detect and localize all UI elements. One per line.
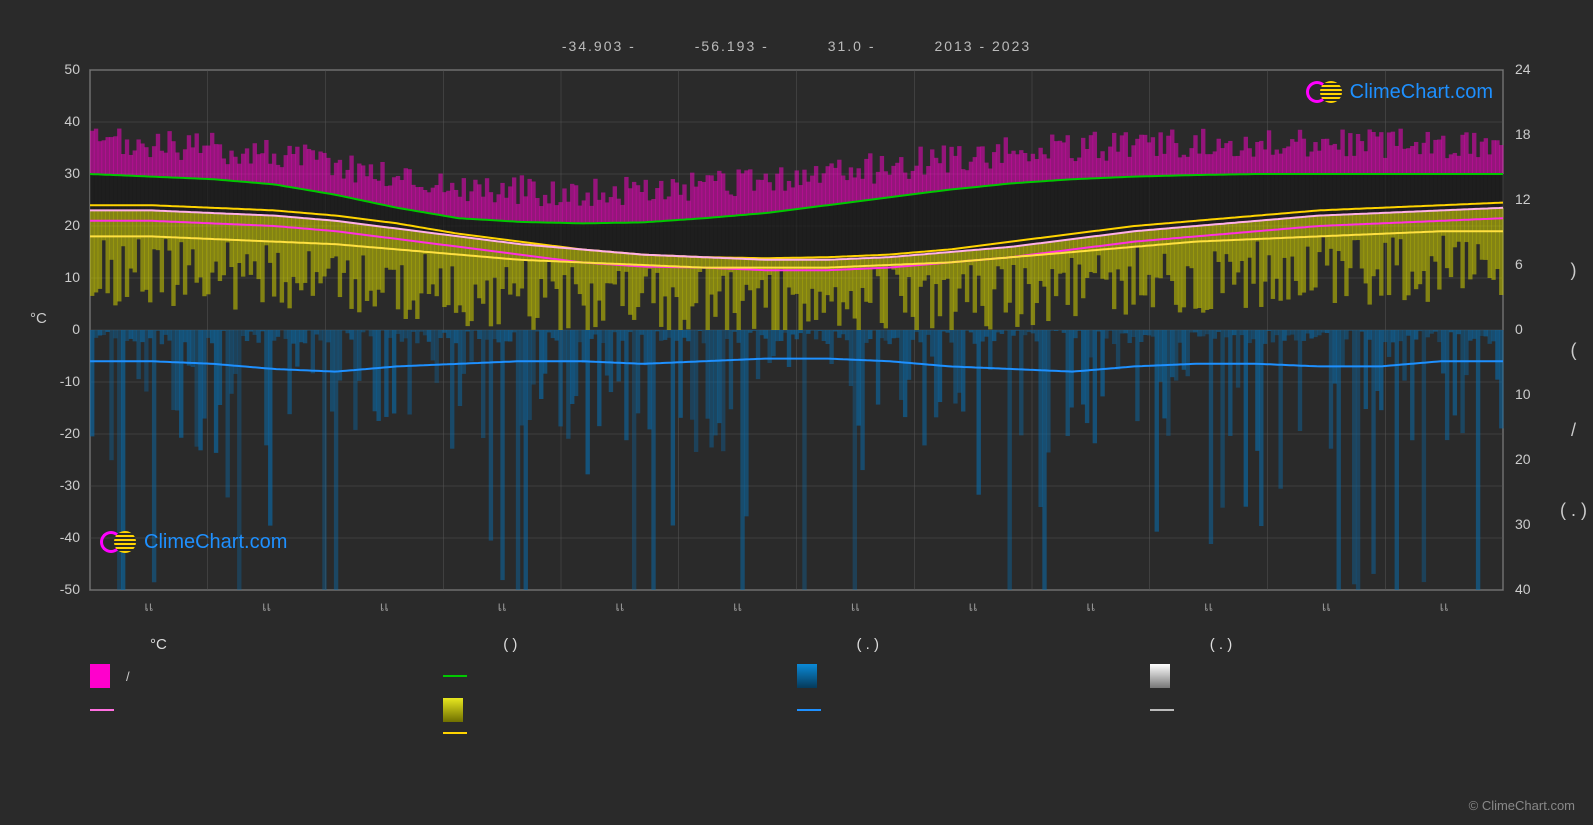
chart-subtitle: -34.903 - -56.193 - 31.0 - 2013 - 2023 — [0, 0, 1593, 54]
svg-text:-50: -50 — [60, 581, 80, 597]
legend-item — [90, 732, 443, 734]
legend-line-swatch — [443, 675, 467, 677]
climechart-logo-icon — [1306, 80, 1342, 104]
legend-swatch — [443, 698, 463, 722]
month-label: เเ — [1385, 596, 1503, 616]
svg-text:-20: -20 — [60, 425, 80, 441]
svg-text:-10: -10 — [60, 373, 80, 389]
years-value: 2013 - 2023 — [934, 38, 1031, 54]
legend-item — [443, 698, 796, 722]
watermark-bottom: ClimeChart.com — [100, 530, 287, 554]
lat-value: -34.903 - — [562, 38, 636, 54]
legend-line-swatch — [797, 709, 821, 711]
svg-text:6: 6 — [1515, 256, 1523, 272]
copyright-text: © ClimeChart.com — [1469, 798, 1575, 813]
legend-item — [1150, 664, 1503, 688]
svg-text:40: 40 — [1515, 581, 1531, 597]
climechart-logo-icon — [100, 530, 136, 554]
legend-item — [797, 664, 1150, 688]
month-label: เเ — [679, 596, 797, 616]
svg-text:30: 30 — [1515, 516, 1531, 532]
right-label-3: / — [1560, 420, 1587, 441]
legend-line-swatch — [90, 709, 114, 711]
legend-header-2: ( ) — [443, 636, 796, 653]
legend-item — [443, 664, 796, 688]
right-label-2: ( — [1560, 340, 1587, 361]
legend-item — [1150, 698, 1503, 722]
chart-container: -34.903 - -56.193 - 31.0 - 2013 - 2023 °… — [0, 0, 1593, 825]
svg-text:12: 12 — [1515, 191, 1531, 207]
month-label: เเ — [1032, 596, 1150, 616]
svg-text:-30: -30 — [60, 477, 80, 493]
watermark-brand: ClimeChart.com — [1350, 81, 1493, 104]
lon-value: -56.193 - — [695, 38, 769, 54]
legend-item — [90, 698, 443, 722]
svg-text:24: 24 — [1515, 61, 1531, 77]
legend-item — [443, 732, 796, 734]
svg-text:10: 10 — [64, 269, 80, 285]
svg-text:0: 0 — [1515, 321, 1523, 337]
legend-line-swatch — [443, 732, 467, 734]
right-label-4: ( . ) — [1560, 500, 1587, 521]
elev-value: 31.0 - — [828, 38, 876, 54]
svg-text:30: 30 — [64, 165, 80, 181]
month-label: เเ — [326, 596, 444, 616]
legend-row — [90, 698, 1503, 722]
month-label: เเ — [1268, 596, 1386, 616]
x-axis-months: เเเเเเเเเเเเเเเเเเเเเเเเ — [90, 596, 1503, 616]
legend-row: / — [90, 664, 1503, 688]
legend-row — [90, 732, 1503, 734]
legend-item: / — [90, 664, 443, 688]
watermark-brand: ClimeChart.com — [144, 531, 287, 554]
legend-swatch — [90, 664, 110, 688]
month-label: เเ — [90, 596, 208, 616]
plot-area: 50403020100-10-20-30-40-5024181260102030… — [90, 70, 1503, 590]
legend-swatch — [797, 664, 817, 688]
climate-chart-svg: 50403020100-10-20-30-40-5024181260102030… — [90, 70, 1503, 590]
svg-text:18: 18 — [1515, 126, 1531, 142]
legend-label: / — [126, 669, 130, 684]
svg-text:20: 20 — [1515, 451, 1531, 467]
legend-swatch — [1150, 664, 1170, 688]
legend-item — [797, 732, 1150, 734]
month-label: เเ — [561, 596, 679, 616]
month-label: เเ — [208, 596, 326, 616]
svg-text:-40: -40 — [60, 529, 80, 545]
watermark-top: ClimeChart.com — [1306, 80, 1493, 104]
legend-header-3: ( . ) — [797, 636, 1150, 653]
legend-header-4: ( . ) — [1150, 636, 1503, 653]
month-label: เเ — [914, 596, 1032, 616]
legend-item — [1150, 732, 1503, 734]
legend-item — [797, 698, 1150, 722]
legend: / — [90, 664, 1503, 734]
legend-header-1: °C — [90, 636, 443, 653]
svg-text:20: 20 — [64, 217, 80, 233]
month-label: เเ — [1150, 596, 1268, 616]
legend-headers: °C ( ) ( . ) ( . ) — [90, 636, 1503, 653]
legend-line-swatch — [1150, 709, 1174, 711]
right-label-1: ) — [1560, 260, 1587, 281]
y-left-axis-label: °C — [30, 310, 47, 327]
y-right-axis-labels: ) ( / ( . ) — [1560, 230, 1587, 550]
svg-text:0: 0 — [72, 321, 80, 337]
svg-text:40: 40 — [64, 113, 80, 129]
month-label: เเ — [443, 596, 561, 616]
svg-text:50: 50 — [64, 61, 80, 77]
svg-text:10: 10 — [1515, 386, 1531, 402]
month-label: เเ — [797, 596, 915, 616]
